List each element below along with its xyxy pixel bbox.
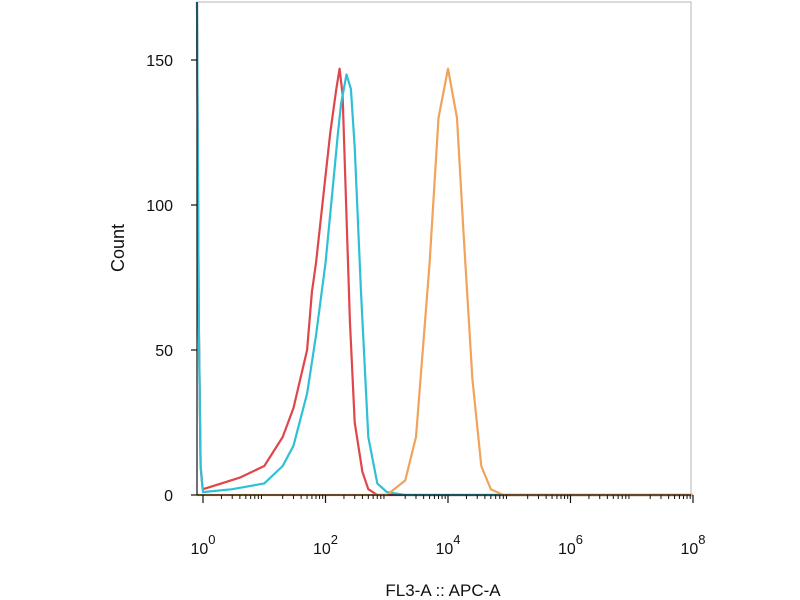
x-axis-label: FL3-A :: APC-A xyxy=(385,581,501,600)
y-tick-label: 100 xyxy=(146,198,173,215)
series-layer xyxy=(195,1,693,497)
series-line-3 xyxy=(197,67,693,497)
series-line-1 xyxy=(195,1,693,497)
x-tick-label: 106 xyxy=(558,532,583,558)
y-tick-label: 50 xyxy=(155,343,173,360)
plot-frame xyxy=(196,1,692,496)
y-tick-label: 0 xyxy=(164,488,173,505)
y-axis-label: Count xyxy=(108,224,128,272)
x-tick-label: 102 xyxy=(313,532,338,558)
x-tick-label: 100 xyxy=(190,532,215,558)
x-ticks: 100 102 104 106 108 xyxy=(190,495,706,558)
x-tick-label: 108 xyxy=(680,532,705,558)
y-tick-label: 150 xyxy=(146,53,173,70)
x-tick-label: 104 xyxy=(435,532,460,558)
y-ticks: 0 50 100 150 xyxy=(146,53,197,505)
series-line-2 xyxy=(195,1,693,497)
x-minor-ticks xyxy=(220,495,691,499)
